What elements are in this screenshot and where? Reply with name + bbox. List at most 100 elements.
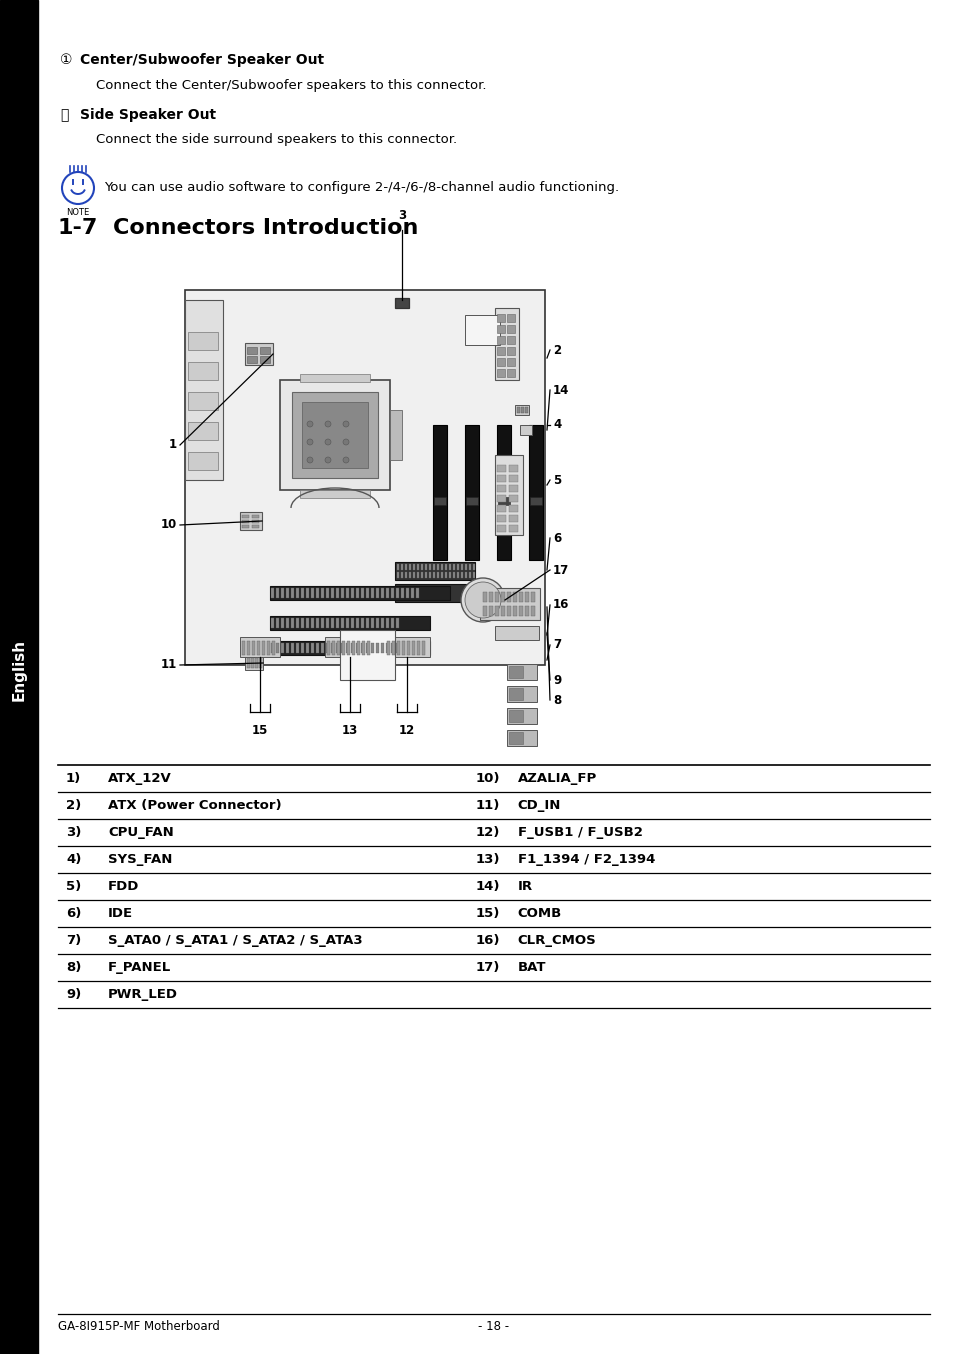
Bar [416,588,418,598]
Bar [301,617,304,628]
Bar [341,640,345,655]
Text: FDD: FDD [108,880,139,894]
Bar [396,640,399,655]
Bar [302,402,368,468]
Bar [306,643,309,653]
Bar [188,362,218,380]
Bar [390,410,401,460]
Bar [306,617,309,628]
Text: Connect the Center/Subwoofer speakers to this connector.: Connect the Center/Subwoofer speakers to… [96,79,486,92]
Bar [469,565,471,570]
Text: Center/Subwoofer Speaker Out: Center/Subwoofer Speaker Out [80,53,324,66]
Text: 10): 10) [476,772,499,785]
Text: IR: IR [517,880,533,894]
Bar [346,643,349,653]
Bar [515,405,529,414]
Bar [247,356,256,363]
Bar [242,520,249,523]
Bar [460,565,462,570]
Circle shape [325,458,331,463]
Bar [387,640,390,655]
Bar [465,497,477,505]
Bar [482,592,486,603]
Text: GA-8I915P-MF Motherboard: GA-8I915P-MF Motherboard [58,1320,219,1332]
Bar [518,607,522,616]
Bar [509,666,522,678]
Bar [429,565,431,570]
Bar [355,643,358,653]
Bar [509,485,517,492]
Bar [262,640,265,655]
Bar [371,617,374,628]
Bar [327,640,330,655]
Bar [301,588,304,598]
Bar [424,565,427,570]
Circle shape [325,421,331,427]
Bar [506,336,515,344]
Bar [331,617,334,628]
Bar [420,571,422,578]
Bar [506,357,515,366]
Bar [375,643,378,653]
Bar [444,571,447,578]
Bar [500,607,504,616]
Bar [453,571,455,578]
Bar [270,616,430,630]
Bar [326,617,329,628]
Bar [386,588,389,598]
Bar [260,347,270,353]
Text: 9): 9) [66,988,81,1001]
Bar [497,497,510,505]
Bar [400,565,402,570]
Text: ATX (Power Connector): ATX (Power Connector) [108,799,281,812]
Bar [497,525,505,532]
Bar [252,515,258,519]
Bar [433,571,435,578]
Bar [395,588,398,598]
Bar [509,709,522,722]
Bar [409,571,411,578]
Bar [529,425,542,561]
Bar [509,475,517,482]
Bar [299,490,370,498]
Bar [497,515,505,523]
Bar [453,565,455,570]
Text: 12): 12) [476,826,499,839]
Bar [396,565,398,570]
Bar [386,617,389,628]
Text: 16): 16) [476,934,499,946]
Bar [281,617,284,628]
Text: S_ATA0 / S_ATA1 / S_ATA2 / S_ATA3: S_ATA0 / S_ATA1 / S_ATA2 / S_ATA3 [108,934,362,946]
Bar [440,565,442,570]
Text: 7: 7 [553,639,560,651]
Bar [281,588,284,598]
Bar [361,640,365,655]
Bar [395,562,475,580]
Text: 1): 1) [66,772,81,785]
Bar [240,636,280,657]
Text: 10: 10 [161,519,177,532]
Bar [509,688,522,700]
Bar [351,643,354,653]
Text: F_USB1 / F_USB2: F_USB1 / F_USB2 [517,826,642,839]
Bar [311,643,314,653]
Bar [188,393,218,410]
Bar [400,588,403,598]
Text: SYS_FAN: SYS_FAN [108,853,172,867]
Bar [242,525,249,528]
Bar [506,663,537,680]
Bar [375,588,378,598]
Bar [271,617,274,628]
Circle shape [343,458,349,463]
Circle shape [325,439,331,445]
Text: 3): 3) [66,826,81,839]
Bar [335,617,338,628]
Bar [352,640,355,655]
Bar [395,617,398,628]
Bar [281,643,284,653]
Bar [346,588,349,598]
Bar [421,640,424,655]
Bar [497,370,504,376]
Bar [295,588,298,598]
Text: ⑭: ⑭ [60,108,69,122]
